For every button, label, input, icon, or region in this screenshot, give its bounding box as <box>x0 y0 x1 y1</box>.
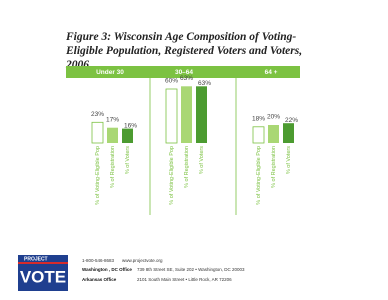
bar-label: % of Voting-Eligible Pop <box>256 146 262 205</box>
value-label: 20% <box>267 114 280 121</box>
bar <box>181 86 192 143</box>
office-address: 2101 South Main Street • Little Rock, AR… <box>137 277 232 282</box>
office-name: Arkansas Office <box>82 277 117 282</box>
group-label: 30–64 <box>175 69 193 76</box>
footer-website: www.projectvote.org <box>122 258 163 263</box>
bar-label: % of Registration <box>184 146 190 188</box>
bar <box>107 127 118 143</box>
logo-stripe <box>18 262 68 264</box>
bar-label: % of Voting-Eligible Pop <box>169 146 175 205</box>
value-label: 22% <box>285 117 298 124</box>
office-address: 739 8th Street SE, Suite 202 • Washingto… <box>137 267 245 272</box>
bar <box>91 121 104 144</box>
group-label: Under 30 <box>96 69 124 76</box>
bar <box>196 86 207 143</box>
logo-box <box>18 255 68 291</box>
footer-phone: 1-800-546-8683 <box>82 258 115 263</box>
value-label: 16% <box>124 122 137 129</box>
bar <box>165 88 178 144</box>
value-label: 23% <box>91 111 104 118</box>
logo-top: PROJECT <box>24 256 48 262</box>
bar <box>283 123 294 143</box>
header-band <box>66 66 300 78</box>
value-label: 17% <box>106 116 119 123</box>
bar <box>268 125 279 143</box>
office-name: Washington , DC Office <box>82 267 132 272</box>
bar-label: % of Registration <box>271 146 277 188</box>
bar <box>122 128 133 143</box>
value-label: 18% <box>252 116 265 123</box>
logo-main: VOTE <box>20 267 66 286</box>
bar-label: % of Voters <box>125 146 131 174</box>
value-label: 63% <box>198 80 211 87</box>
bar-label: % of Voting-Eligible Pop <box>95 146 101 205</box>
value-label: 60% <box>165 78 178 85</box>
bar-label: % of Registration <box>110 146 116 188</box>
bar-label: % of Voters <box>286 146 292 174</box>
group-label: 64 + <box>265 69 278 76</box>
value-label: 63% <box>180 75 193 82</box>
bar-label: % of Voters <box>199 146 205 174</box>
bar <box>252 126 265 144</box>
